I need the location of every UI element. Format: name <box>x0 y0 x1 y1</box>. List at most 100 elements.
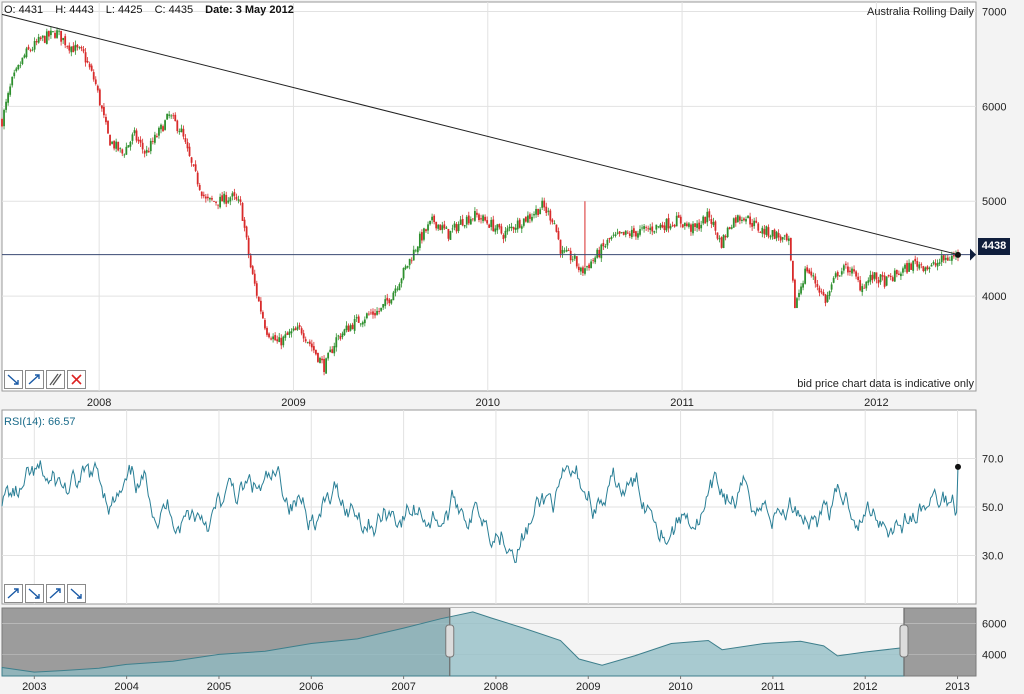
candle-body <box>584 268 586 274</box>
candle-body <box>834 273 837 278</box>
open-value: O: 4431 <box>4 4 44 16</box>
parallel-lines-tool-button[interactable] <box>46 370 65 389</box>
candle-body <box>21 57 24 64</box>
candle-body <box>675 215 678 227</box>
trend-down-icon <box>7 374 19 385</box>
rsi-trend-up-alt-button[interactable] <box>46 584 65 603</box>
candle-body <box>43 36 46 43</box>
candle-body <box>541 200 544 208</box>
candle-body <box>677 215 680 218</box>
candle-body <box>779 236 782 241</box>
candle-body <box>645 226 648 228</box>
candle-body <box>262 312 264 319</box>
candle-body <box>767 227 770 237</box>
candle-body <box>818 287 821 293</box>
candle-body <box>319 357 321 363</box>
candle-body <box>853 269 855 272</box>
candle-body <box>459 219 462 225</box>
trend-down-tool-button[interactable] <box>4 370 23 389</box>
navigator-x-tick-label: 2004 <box>114 681 138 693</box>
candle-body <box>857 276 860 281</box>
candle-body <box>520 226 523 229</box>
candle-body <box>321 358 323 361</box>
candle-body <box>370 312 372 314</box>
candle-body <box>867 280 870 283</box>
navigator-right-handle[interactable] <box>899 624 909 658</box>
candle-body <box>922 266 925 272</box>
candle-body <box>113 141 116 149</box>
candle-body <box>651 226 654 232</box>
candle-body <box>421 232 423 241</box>
last-price-pointer <box>970 248 976 261</box>
candle-body <box>673 224 676 227</box>
candle-body <box>92 72 95 80</box>
rsi-y-tick-label: 30.0 <box>982 551 1003 563</box>
candle-body <box>474 211 476 221</box>
trend-up-icon <box>49 588 61 599</box>
candle-body <box>506 228 509 232</box>
last-price-badge: 4438 <box>978 238 1010 255</box>
candle-body <box>535 209 537 215</box>
candle-body <box>149 140 152 152</box>
candle-body <box>451 228 454 230</box>
candle-body <box>539 209 542 215</box>
candle-body <box>543 200 546 208</box>
candle-body <box>398 284 401 291</box>
candle-body <box>486 220 489 224</box>
candle-body <box>741 219 743 221</box>
candle-body <box>296 326 299 330</box>
candle-body <box>202 194 205 197</box>
candle-body <box>298 325 301 328</box>
candle-body <box>380 307 383 311</box>
candle-body <box>127 145 130 148</box>
candle-body <box>170 115 173 117</box>
high-value: H: 4443 <box>55 4 94 16</box>
navigator-left-handle[interactable] <box>445 624 455 658</box>
navigator[interactable] <box>1 608 976 677</box>
candle-body <box>425 229 427 232</box>
candle-body <box>286 332 289 335</box>
candle-body <box>531 216 533 221</box>
candle-body <box>643 226 645 229</box>
candle-body <box>637 233 639 238</box>
candle-body <box>704 216 707 224</box>
rsi-trend-down-tool-button[interactable] <box>25 584 44 603</box>
candle-body <box>363 319 366 324</box>
y-tick-label: 6000 <box>982 101 1006 113</box>
candle-body <box>162 126 164 132</box>
candle-body <box>231 193 234 197</box>
candle-body <box>416 246 419 253</box>
candle-body <box>280 337 283 346</box>
candle-body <box>885 276 888 286</box>
candle-body <box>372 311 374 315</box>
candle-body <box>602 242 605 247</box>
rsi-trend-down-alt-button[interactable] <box>67 584 86 603</box>
candle-body <box>783 235 786 237</box>
candle-body <box>632 228 635 233</box>
candle-body <box>720 237 723 248</box>
candle-body <box>533 214 535 216</box>
candle-body <box>692 223 694 234</box>
candle-body <box>107 120 109 134</box>
candle-body <box>604 246 607 248</box>
candle-body <box>948 259 951 261</box>
candle-body <box>478 214 480 221</box>
candle-body <box>121 149 124 154</box>
disclaimer-note: bid price chart data is indicative only <box>797 378 974 390</box>
rsi-trend-up-tool-button[interactable] <box>4 584 23 603</box>
delete-drawings-button[interactable] <box>67 370 86 389</box>
parallel-lines-icon <box>49 373 62 386</box>
candle-body <box>565 249 568 252</box>
candle-body <box>547 210 550 212</box>
candle-body <box>35 40 38 43</box>
candle-body <box>339 336 342 339</box>
candle-body <box>802 283 804 288</box>
candle-body <box>80 47 83 49</box>
candle-body <box>341 333 344 338</box>
candle-body <box>119 147 122 149</box>
candle-body <box>245 226 248 238</box>
candle-body <box>467 215 470 224</box>
trend-up-tool-button[interactable] <box>25 370 44 389</box>
candle-body <box>522 218 525 226</box>
